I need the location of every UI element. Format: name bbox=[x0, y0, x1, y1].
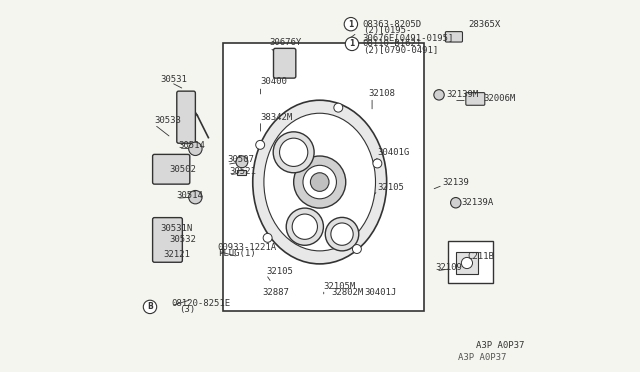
Text: 30676Y: 30676Y bbox=[270, 38, 302, 47]
Circle shape bbox=[303, 165, 337, 199]
Text: 32105M: 32105M bbox=[324, 282, 356, 291]
Text: 32105: 32105 bbox=[378, 183, 404, 192]
Text: 32802M: 32802M bbox=[331, 288, 364, 296]
FancyBboxPatch shape bbox=[273, 48, 296, 78]
Text: B: B bbox=[147, 302, 153, 311]
Circle shape bbox=[461, 257, 472, 269]
Text: (2)[0195-: (2)[0195- bbox=[363, 26, 411, 35]
FancyBboxPatch shape bbox=[152, 218, 182, 262]
Circle shape bbox=[294, 156, 346, 208]
Circle shape bbox=[434, 90, 444, 100]
Text: A3P A0P37: A3P A0P37 bbox=[458, 353, 506, 362]
Circle shape bbox=[310, 173, 329, 191]
Text: 30531: 30531 bbox=[160, 76, 187, 84]
FancyBboxPatch shape bbox=[152, 154, 190, 184]
Circle shape bbox=[292, 214, 317, 239]
Circle shape bbox=[344, 17, 358, 31]
Circle shape bbox=[331, 223, 353, 245]
Text: 30676E[0491-0195]: 30676E[0491-0195] bbox=[363, 33, 454, 42]
Text: 30507: 30507 bbox=[227, 155, 254, 164]
Text: 32121: 32121 bbox=[164, 250, 191, 259]
Text: 30532: 30532 bbox=[170, 235, 196, 244]
Text: 30514: 30514 bbox=[179, 141, 205, 150]
Text: PLUG(1): PLUG(1) bbox=[218, 249, 255, 258]
Text: 30401J: 30401J bbox=[365, 288, 397, 296]
Circle shape bbox=[280, 138, 308, 166]
Text: 08120-8251E: 08120-8251E bbox=[172, 299, 230, 308]
Text: 32887: 32887 bbox=[262, 288, 289, 296]
Text: 30531N: 30531N bbox=[160, 224, 192, 233]
Circle shape bbox=[325, 217, 359, 251]
Text: 32108: 32108 bbox=[369, 89, 396, 97]
Bar bbox=[456, 252, 478, 274]
Text: 30400: 30400 bbox=[260, 77, 287, 86]
Text: 1: 1 bbox=[349, 39, 355, 48]
Bar bbox=[223, 43, 424, 311]
Text: 30533: 30533 bbox=[154, 116, 181, 125]
FancyBboxPatch shape bbox=[445, 32, 463, 42]
Text: 32139A: 32139A bbox=[461, 198, 493, 207]
Circle shape bbox=[273, 132, 314, 173]
Circle shape bbox=[189, 142, 202, 155]
Text: C211B: C211B bbox=[467, 252, 494, 261]
Circle shape bbox=[346, 37, 358, 51]
Bar bbox=[237, 170, 246, 175]
Circle shape bbox=[189, 190, 202, 204]
Circle shape bbox=[236, 156, 248, 168]
Text: 30521: 30521 bbox=[229, 167, 256, 176]
Circle shape bbox=[373, 159, 382, 168]
Circle shape bbox=[286, 208, 323, 245]
Text: 32139M: 32139M bbox=[447, 90, 479, 99]
Text: 08363-8205D: 08363-8205D bbox=[363, 20, 422, 29]
Circle shape bbox=[143, 300, 157, 314]
Text: 1: 1 bbox=[348, 20, 353, 29]
Text: (2)[0790-0491]: (2)[0790-0491] bbox=[363, 46, 438, 55]
Text: 30502: 30502 bbox=[170, 165, 196, 174]
Ellipse shape bbox=[253, 100, 387, 264]
Text: 38342M: 38342M bbox=[260, 113, 292, 122]
Text: 32109: 32109 bbox=[435, 263, 462, 272]
FancyBboxPatch shape bbox=[177, 91, 195, 143]
FancyBboxPatch shape bbox=[466, 93, 484, 105]
Text: 08110-B1621: 08110-B1621 bbox=[363, 39, 422, 48]
Text: 32105: 32105 bbox=[266, 267, 293, 276]
Text: (3): (3) bbox=[179, 305, 195, 314]
Circle shape bbox=[451, 198, 461, 208]
Text: 30401G: 30401G bbox=[378, 148, 410, 157]
Bar bbox=[449, 241, 493, 283]
Text: 00933-1221A: 00933-1221A bbox=[218, 243, 277, 252]
Ellipse shape bbox=[264, 113, 376, 251]
Text: 30514: 30514 bbox=[177, 191, 204, 200]
Text: 32139: 32139 bbox=[443, 178, 470, 187]
Circle shape bbox=[334, 103, 343, 112]
Text: 28365X: 28365X bbox=[468, 20, 501, 29]
Circle shape bbox=[353, 244, 362, 253]
Circle shape bbox=[256, 140, 265, 149]
Circle shape bbox=[263, 233, 272, 242]
Text: A3P A0P37: A3P A0P37 bbox=[476, 341, 525, 350]
Text: 32006M: 32006M bbox=[484, 94, 516, 103]
